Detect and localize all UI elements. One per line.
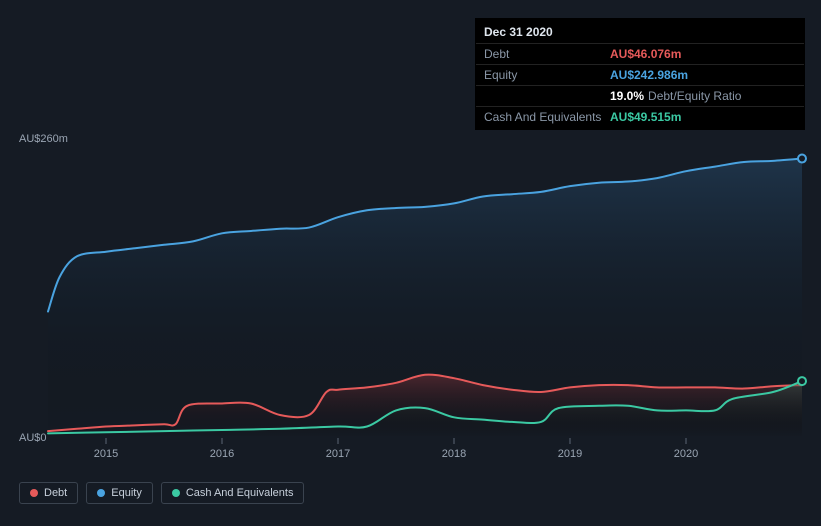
legend-dot-icon [97, 489, 105, 497]
tooltip-row: DebtAU$46.076m [476, 43, 804, 64]
tooltip-date: Dec 31 2020 [476, 21, 804, 43]
chart-container: Dec 31 2020 DebtAU$46.076mEquityAU$242.9… [0, 0, 821, 526]
legend-item-debt[interactable]: Debt [19, 482, 78, 504]
tooltip-row-value: AU$49.515m [610, 110, 681, 124]
tooltip-row: EquityAU$242.986m [476, 64, 804, 85]
tooltip-row: 19.0% Debt/Equity Ratio [476, 85, 804, 106]
legend-label: Debt [44, 487, 67, 499]
tooltip-row-label: Cash And Equivalents [484, 110, 610, 124]
tooltip-row-label: Equity [484, 68, 610, 82]
tooltip-row-suffix: Debt/Equity Ratio [648, 89, 741, 103]
legend-dot-icon [30, 489, 38, 497]
tooltip-row-value: AU$46.076m [610, 47, 681, 61]
tooltip-box: Dec 31 2020 DebtAU$46.076mEquityAU$242.9… [475, 18, 805, 130]
legend: Debt Equity Cash And Equivalents [19, 482, 304, 504]
tooltip-row: Cash And EquivalentsAU$49.515m [476, 106, 804, 127]
tooltip-row-value: AU$242.986m [610, 68, 688, 82]
tooltip-row-value: 19.0% [610, 89, 644, 103]
y-axis-label: AU$0 [19, 432, 47, 444]
legend-label: Equity [111, 487, 142, 499]
legend-item-equity[interactable]: Equity [86, 482, 153, 504]
tooltip-row-label [484, 89, 610, 103]
y-axis-label: AU$260m [19, 133, 68, 145]
legend-dot-icon [172, 489, 180, 497]
legend-label: Cash And Equivalents [186, 487, 294, 499]
legend-item-cash[interactable]: Cash And Equivalents [161, 482, 305, 504]
tooltip-row-label: Debt [484, 47, 610, 61]
